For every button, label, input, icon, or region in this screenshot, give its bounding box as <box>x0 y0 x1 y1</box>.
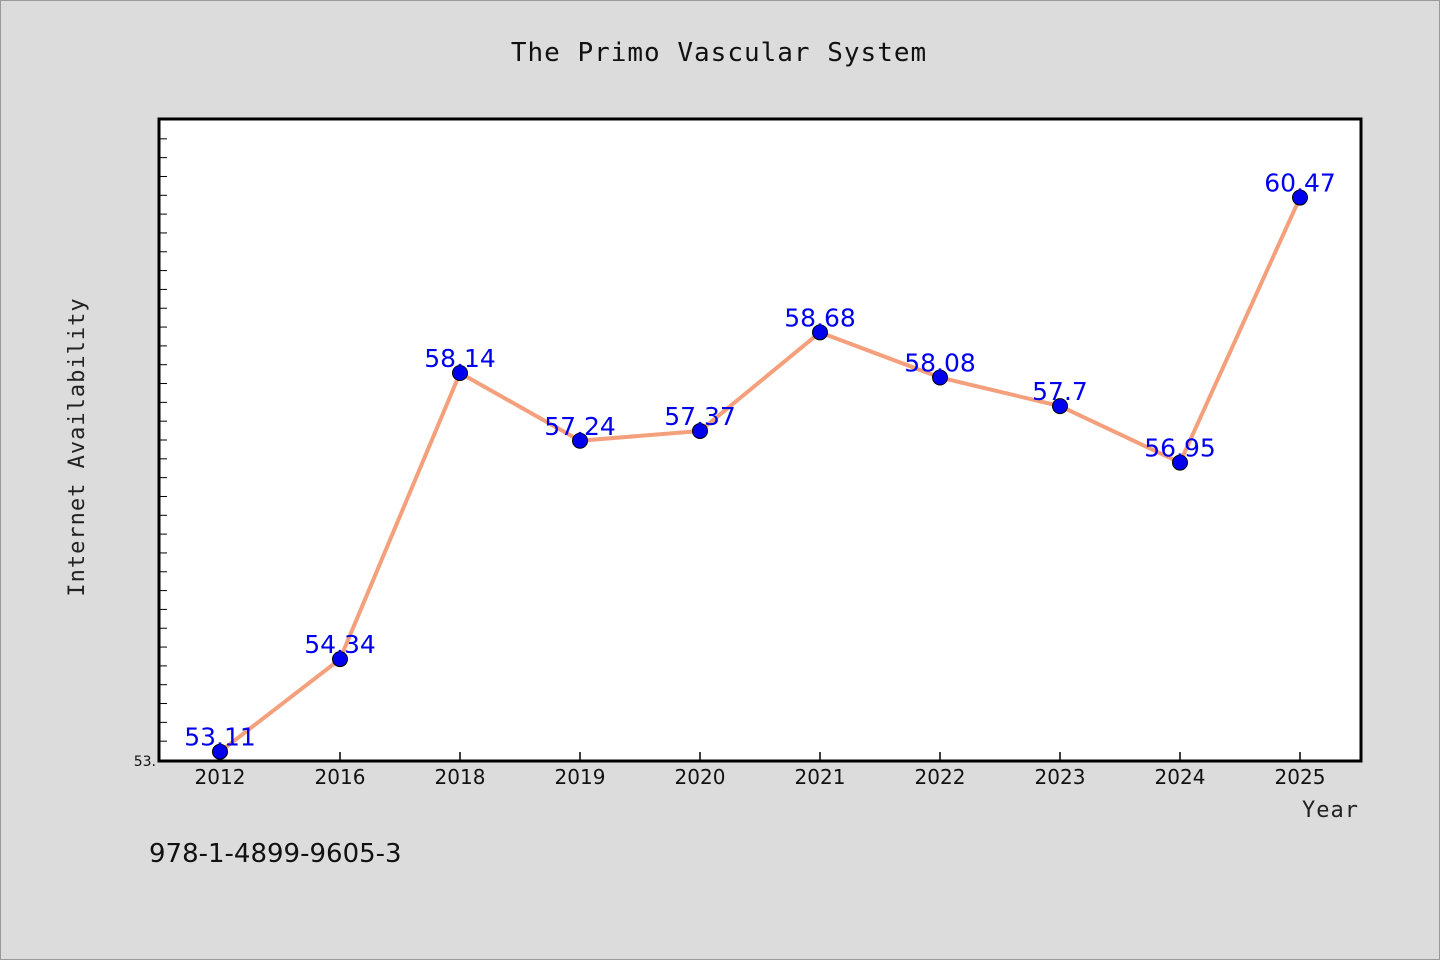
x-axis-tick-labels: 2012 2016 2018 2019 2020 2021 2022 2023 2024 2025 <box>195 765 1326 789</box>
data-label: 58.08 <box>904 349 976 378</box>
y-axis-label: Internet Availability <box>65 297 90 596</box>
x-tick-label: 2021 <box>795 765 846 789</box>
data-label: 58.68 <box>784 303 856 332</box>
x-tick-label: 2023 <box>1035 765 1086 789</box>
data-point <box>332 651 348 668</box>
data-label: 58.14 <box>424 344 496 373</box>
data-point <box>572 432 588 449</box>
data-point <box>452 364 468 381</box>
x-tick-label: 2020 <box>675 765 726 789</box>
x-tick-label: 2016 <box>315 765 366 789</box>
plot-area <box>157 117 1363 763</box>
data-label: 54.34 <box>304 630 376 659</box>
x-tick-label: 2019 <box>555 765 606 789</box>
data-point <box>932 369 948 386</box>
data-label: 57.7 <box>1032 377 1088 406</box>
x-tick-label: 2025 <box>1275 765 1326 789</box>
footer-isbn: 978-1-4899-9605-3 <box>149 839 402 869</box>
data-point <box>812 324 828 341</box>
y-axis-min-label: 53. <box>134 754 156 770</box>
data-label: 60.47 <box>1264 169 1336 198</box>
series-line-group <box>218 196 1302 754</box>
data-markers <box>212 189 1308 760</box>
data-point <box>1172 454 1188 471</box>
x-tick-label: 2024 <box>1155 765 1206 789</box>
x-tick-label: 2018 <box>435 765 486 789</box>
data-label: 56.95 <box>1144 434 1216 463</box>
data-point <box>1292 189 1308 206</box>
data-label: 53.11 <box>184 723 256 752</box>
x-tick-label: 2022 <box>915 765 966 789</box>
data-labels: 53.11 54.34 58.14 57.24 57.37 58.68 58.08 57.7 5… <box>184 169 1336 752</box>
data-label: 57.24 <box>544 412 616 441</box>
data-point <box>692 422 708 439</box>
y-axis-ticks <box>160 119 167 761</box>
data-point <box>1052 398 1068 415</box>
data-point <box>212 743 228 760</box>
chart-title: The Primo Vascular System <box>511 38 927 68</box>
x-axis-label: Year <box>1302 798 1359 823</box>
series-line <box>218 196 1302 754</box>
x-tick-label: 2012 <box>195 765 246 789</box>
data-label: 57.37 <box>664 402 736 431</box>
